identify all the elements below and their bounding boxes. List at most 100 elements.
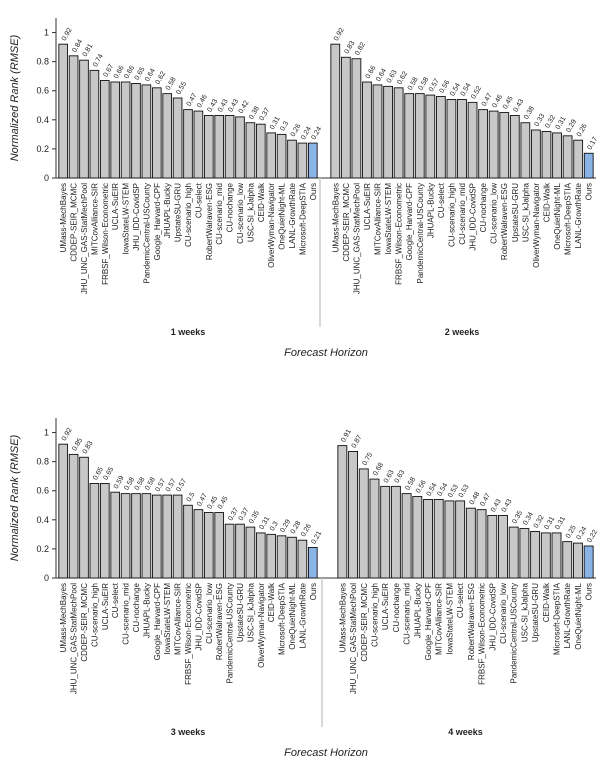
category-label: JHU_IDD-CovidSP [132, 183, 141, 251]
bar-value-label: 0.3 [269, 520, 280, 532]
category-label: JHU_UNC_GAS-StatMechPool [352, 183, 361, 294]
category-label: JHU_IDD-CovidSP [469, 183, 478, 251]
y-tick-label: 0.6 [36, 86, 49, 96]
category-label: Microsoft-DeepSTIA [298, 182, 307, 255]
bar [455, 500, 466, 579]
category-label: CU-select [194, 182, 203, 218]
bar [404, 93, 415, 179]
bar [214, 512, 225, 579]
category-label: JHUAPL-Bucky [142, 583, 151, 638]
bar-value-label: 0.3 [279, 120, 290, 132]
bar-value-label: 0.55 [175, 81, 188, 96]
bar-value-label: 0.58 [165, 76, 178, 91]
bar [79, 456, 89, 579]
panel-label: 1 weeks [171, 327, 206, 337]
bar [358, 468, 369, 579]
bar [162, 93, 173, 179]
category-label: RobertWalraven-ESG [500, 183, 509, 260]
category-label: CU-scenario_high [184, 183, 193, 247]
bar-value-label: 0.17 [586, 136, 599, 151]
bar [110, 81, 121, 179]
bar [183, 504, 193, 579]
bar-value-label: 0.35 [248, 510, 261, 525]
bar-value-label: 0.63 [394, 469, 407, 484]
category-label: OliverWyman-Navigator [257, 583, 266, 668]
bar [330, 43, 341, 179]
bar [131, 83, 141, 179]
bar [519, 528, 530, 579]
bar [425, 94, 436, 179]
bar [203, 512, 214, 579]
bar [120, 493, 131, 579]
bar [337, 445, 348, 579]
category-label: Microsoft-DeepSTIA [278, 582, 287, 655]
panel-label: 4 weeks [448, 727, 483, 737]
bar-value-label: 0.5 [186, 491, 197, 503]
category-label: CU-scenario_low [490, 183, 499, 244]
bar-value-label: 0.65 [102, 466, 115, 481]
bar [266, 533, 277, 579]
bar [465, 507, 476, 579]
y-tick-label: 0.8 [36, 457, 49, 467]
bar [266, 132, 277, 179]
bar [151, 494, 162, 579]
y-tick-label: 1 [44, 28, 49, 38]
category-label: USC-SI_kJalpha [521, 182, 530, 242]
bar-value-label: 0.91 [340, 428, 353, 443]
bar-ours [583, 152, 594, 179]
category-label: JHUAPL-Bucky [163, 183, 172, 238]
bar-value-label: 0.92 [61, 427, 74, 442]
bar [380, 485, 391, 579]
category-label: Ours [309, 583, 318, 600]
bar [478, 109, 489, 179]
bar [562, 541, 573, 579]
bar [245, 122, 256, 179]
category-label: CU-scenario_mid [458, 183, 467, 245]
category-label: CU-scenario_low [236, 183, 245, 244]
x-axis-title: Forecast Horizon [284, 347, 368, 359]
y-tick-label: 0.6 [36, 486, 49, 496]
bar [351, 58, 362, 179]
y-axis-title: Normalized Rank (RMSE) [9, 34, 21, 161]
bar-value-label: 0.62 [154, 70, 167, 85]
category-label: JHU_UNC_GAS-StatMechPool [70, 583, 79, 694]
bar [572, 542, 583, 579]
bar-value-label: 0.83 [82, 440, 95, 455]
category-label: CDDEP-SEIR_MCMC [80, 583, 89, 662]
bar [401, 493, 412, 579]
category-label: OneQuietNight-ML [553, 182, 562, 249]
category-label: IowaStateLW-STEM [384, 183, 393, 255]
category-label: JHU_IDD-CovidSP [194, 583, 203, 651]
bar [573, 139, 584, 179]
bar [562, 135, 573, 179]
category-label: LANL-GrowthRate [288, 182, 297, 248]
bar [58, 443, 69, 579]
category-label: MITCovAlliance-SIR [90, 183, 99, 255]
bar-value-label: 0.68 [372, 462, 385, 477]
category-label: CU-scenario_low [205, 583, 214, 644]
category-label: FRBSF_Wilson-Econometric [184, 583, 193, 685]
category-label: PandemicCentral-USCounty [226, 583, 235, 684]
bar [162, 494, 173, 579]
category-label: Microsoft-DeepSTIA [564, 182, 573, 255]
category-label: UpstateSU-GRU [511, 183, 520, 242]
bar [297, 142, 308, 179]
bar [255, 123, 266, 179]
bar [467, 101, 478, 179]
category-label: LANL-GrowthRate [574, 182, 583, 248]
category-label: OneQuietNight-ML [288, 582, 297, 649]
category-label: MITCovAlliance-SIR [374, 183, 383, 255]
category-label: LANL-GrowthRate [563, 582, 572, 648]
bar [348, 451, 359, 579]
bar [540, 532, 551, 579]
bar [183, 109, 193, 179]
category-label: CU-nochange [479, 182, 488, 232]
category-label: CU-scenario_mid [215, 183, 224, 245]
y-tick-label: 1 [44, 428, 49, 438]
bar-value-label: 0.21 [310, 530, 323, 545]
category-label: PandemicCentral-USCounty [416, 183, 425, 284]
bar [340, 56, 351, 179]
bar [414, 93, 425, 179]
bar [99, 80, 110, 179]
bar [235, 523, 245, 579]
